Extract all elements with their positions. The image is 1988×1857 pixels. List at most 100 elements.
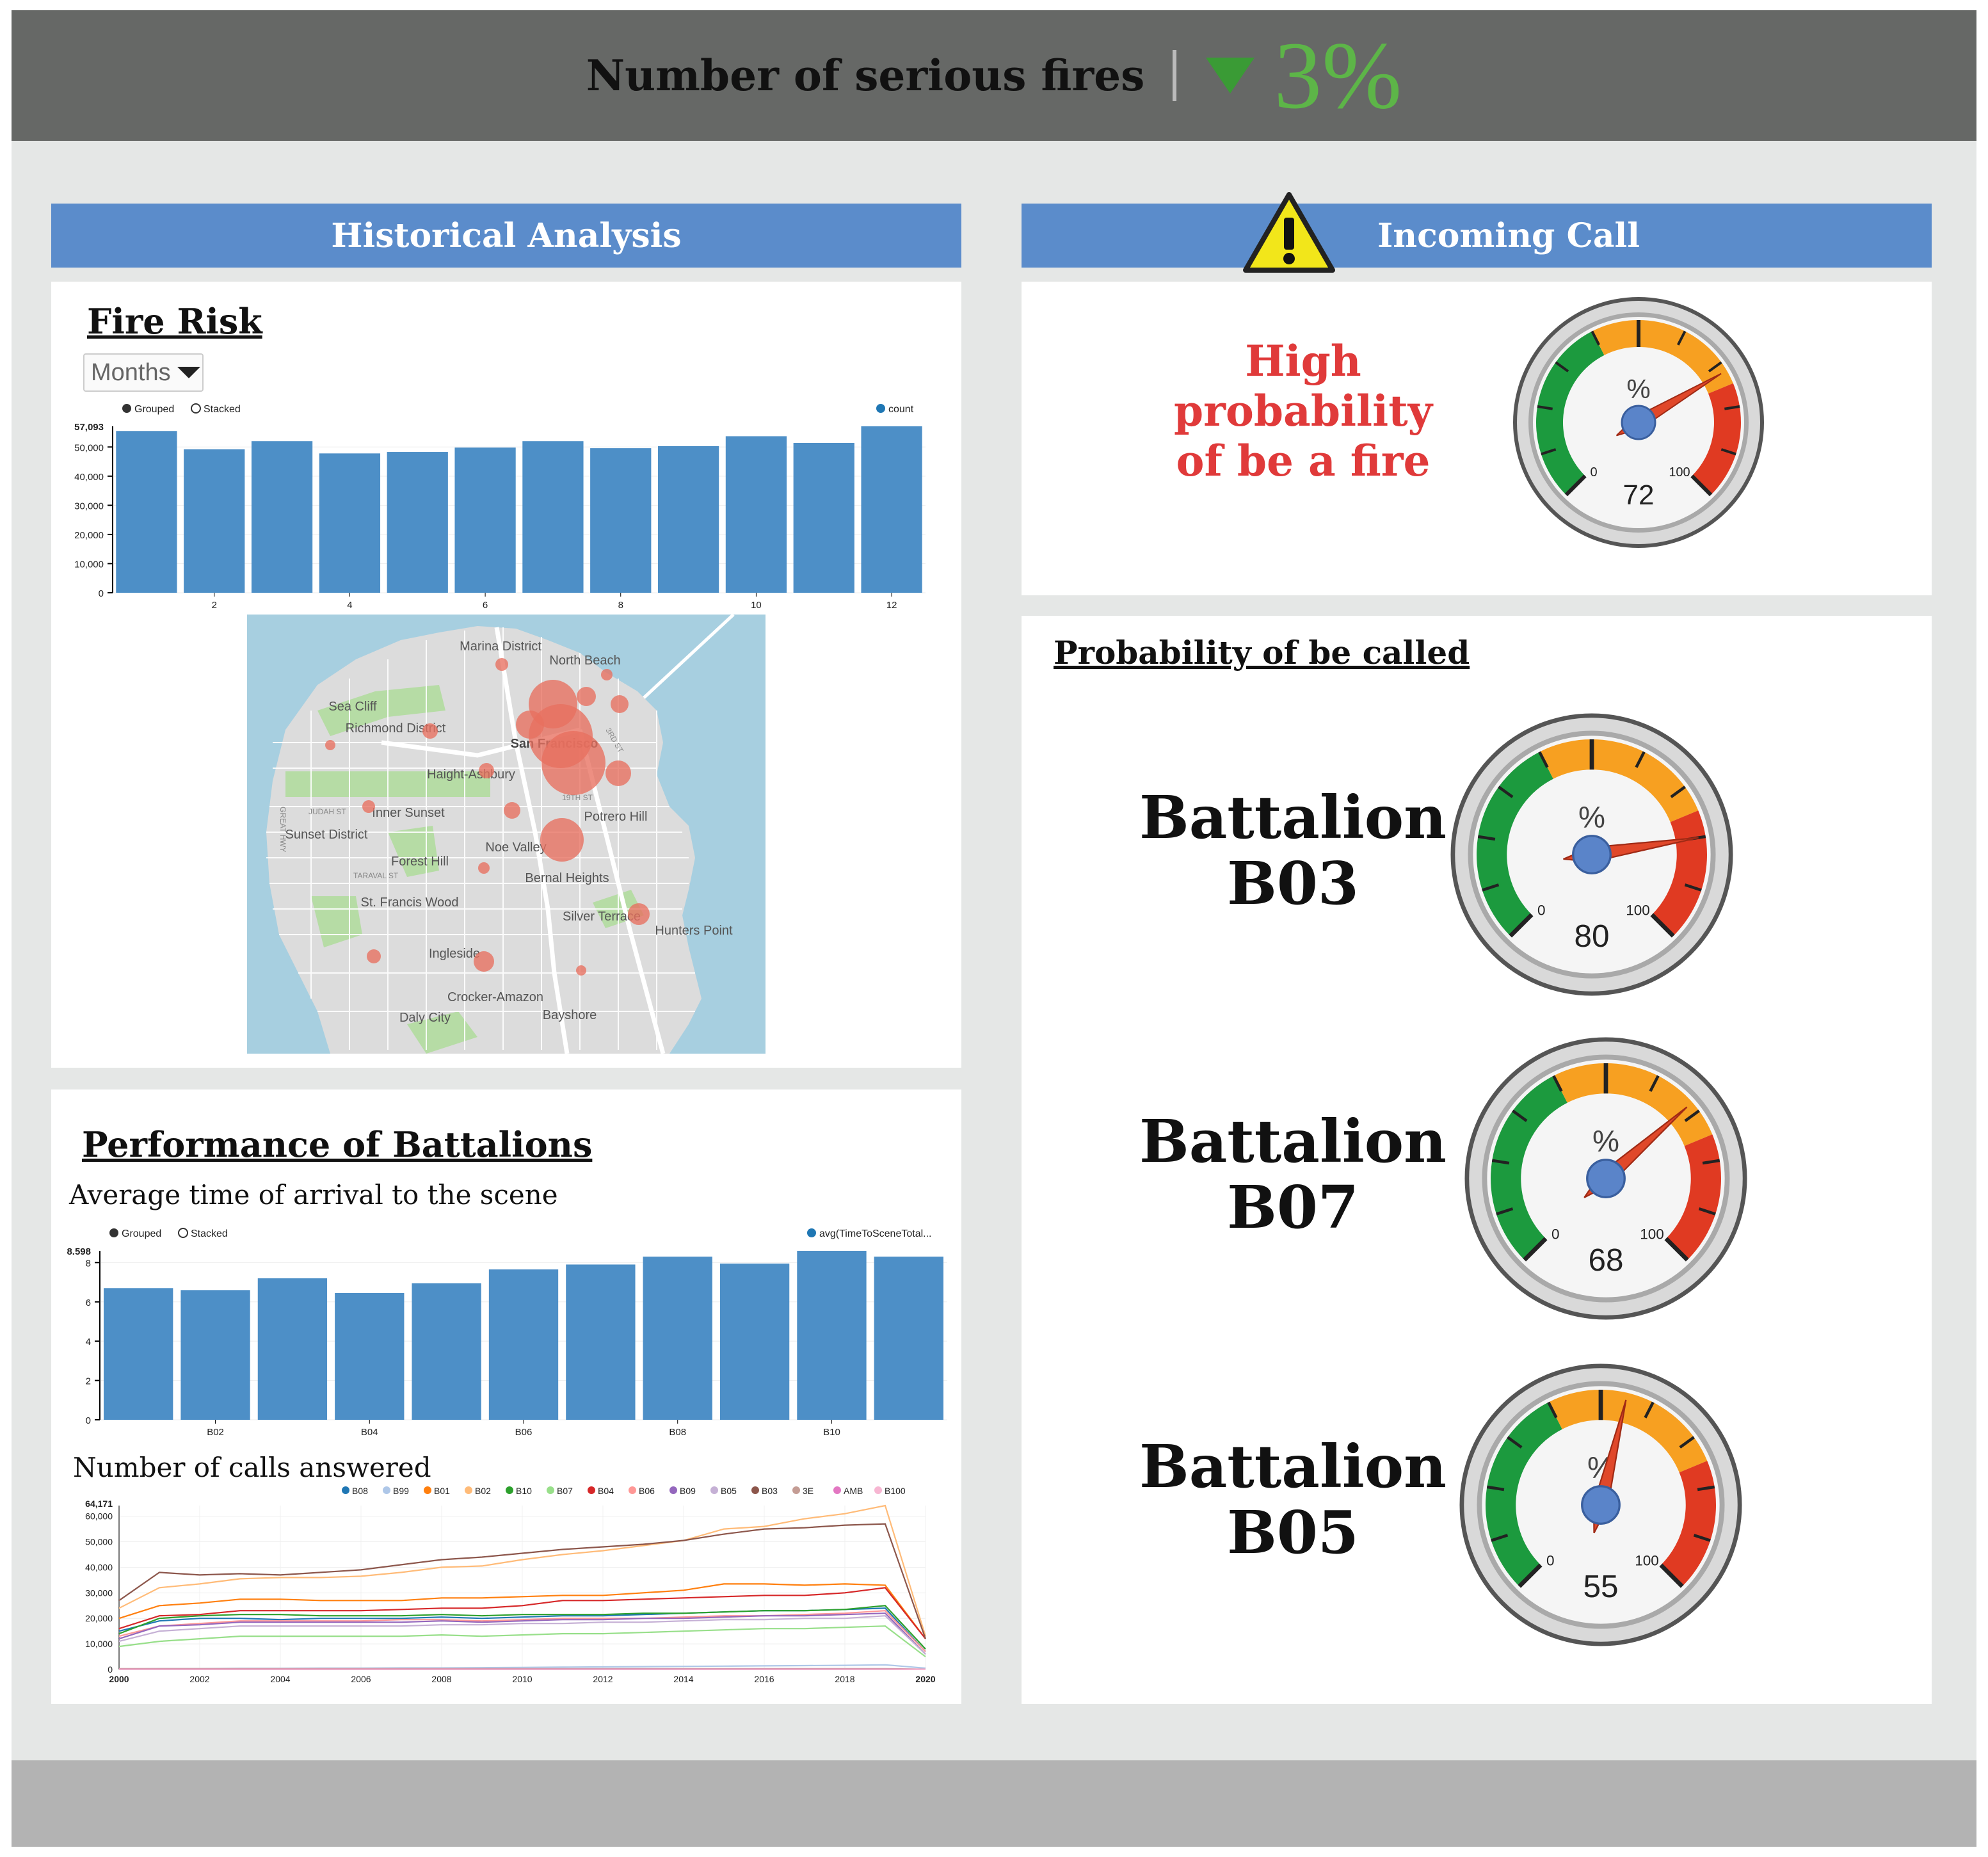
- gauge-tick: [1486, 1485, 1505, 1491]
- y-tick-label: 40,000: [74, 472, 104, 483]
- fire-alert-text: High probability of be a fire: [1130, 336, 1476, 486]
- fire-alert-line-2: probability: [1173, 385, 1433, 436]
- incident-bubble[interactable]: [422, 723, 438, 739]
- down-arrow-icon: [1206, 58, 1255, 93]
- gauge-tick: [1708, 361, 1722, 373]
- gauge-value-label: 80: [1574, 919, 1609, 954]
- fire-risk-bar-chart: Grouped Stacked count 0 10,000 20,000 30,000 40…: [74, 403, 926, 609]
- bar-4: [319, 453, 381, 593]
- legend-label-b07: B07: [557, 1486, 573, 1496]
- gauge-tick: [1644, 1401, 1655, 1419]
- gauge-tick: [1482, 883, 1500, 892]
- series-line-b09: [118, 1612, 926, 1655]
- x-tick-label: 2006: [351, 1674, 371, 1684]
- incident-bubble[interactable]: [474, 951, 494, 972]
- gauge-tick: [1720, 448, 1736, 456]
- footer-bar: [12, 1760, 1976, 1847]
- incident-bubble[interactable]: [478, 862, 490, 874]
- gauge-min-label: 0: [1546, 1553, 1555, 1569]
- legend-label-b10: B10: [516, 1486, 532, 1496]
- battalion-label-line1: Battalion: [1139, 783, 1447, 852]
- legend-grouped-dot: [109, 1228, 118, 1237]
- incident-bubble[interactable]: [601, 669, 613, 680]
- bar-6: [454, 447, 516, 593]
- series-line-b06: [118, 1610, 926, 1652]
- bar-b03: [257, 1278, 328, 1420]
- gauge-tick: [1491, 1159, 1510, 1165]
- legend-dot-b03: [751, 1486, 759, 1494]
- series-line-b02: [118, 1504, 927, 1637]
- gauge-unit-label: %: [1578, 800, 1605, 834]
- incident-bubble[interactable]: [540, 818, 584, 862]
- incident-bubble[interactable]: [611, 695, 629, 713]
- map-label-noe: Noe Valley: [485, 840, 546, 855]
- bar-b07: [566, 1264, 636, 1420]
- gauge-needle-hub: [1572, 835, 1612, 874]
- bar-3: [251, 441, 313, 593]
- map-street-taraval: TARAVAL ST: [353, 871, 399, 880]
- map-street-19th: 19TH ST: [562, 793, 593, 802]
- incident-bubble[interactable]: [504, 802, 520, 819]
- incident-bubble[interactable]: [605, 760, 631, 786]
- gauge-tick: [1635, 751, 1646, 768]
- incident-bubble[interactable]: [367, 949, 381, 963]
- legend-dot-b05: [710, 1486, 718, 1494]
- incident-bubble[interactable]: [576, 965, 586, 976]
- bar-8: [590, 448, 652, 593]
- incident-bubble[interactable]: [628, 903, 650, 925]
- x-tick-label: 2014: [673, 1674, 693, 1684]
- gauge-tick: [1591, 330, 1601, 346]
- legend-stacked-label: Stacked: [191, 1228, 228, 1239]
- incident-bubble[interactable]: [516, 711, 544, 739]
- legend-label-b03: B03: [762, 1486, 778, 1496]
- y-tick-label: 50,000: [74, 442, 104, 453]
- legend-label-amb: AMB: [844, 1486, 863, 1496]
- bar-b05: [412, 1283, 481, 1420]
- gauge-tick: [1564, 474, 1587, 497]
- incident-bubble[interactable]: [362, 800, 375, 813]
- battalion-label-line2: B07: [1227, 1173, 1359, 1242]
- incoming-call-header: Incoming Call: [1022, 204, 1932, 268]
- x-tick-label: 4: [347, 600, 352, 609]
- bar-12: [861, 426, 922, 593]
- gauge-value-label: 55: [1583, 1569, 1618, 1604]
- legend-label-b05: B05: [721, 1486, 737, 1496]
- arrival-subtitle: Average time of arrival to the scene: [69, 1179, 558, 1210]
- x-tick-label: 2018: [835, 1674, 854, 1684]
- map-land: [266, 626, 701, 1054]
- y-tick-label: 60,000: [85, 1511, 113, 1522]
- gauge-needle-hub: [1586, 1159, 1626, 1198]
- gauge-zone-red: [1692, 383, 1741, 495]
- incident-bubble[interactable]: [325, 740, 335, 750]
- bar-b09: [719, 1263, 790, 1420]
- legend-dot-b99: [383, 1486, 390, 1494]
- legend-label-b08: B08: [352, 1486, 368, 1496]
- probability-called-title: Probability of be called: [1054, 634, 1470, 671]
- x-tick-label: 2002: [189, 1674, 209, 1684]
- incident-bubble[interactable]: [577, 687, 596, 706]
- gauge-tick: [1498, 785, 1514, 798]
- gauge-tick: [1496, 1207, 1514, 1216]
- incident-bubble[interactable]: [479, 763, 494, 778]
- gauge-tick: [1541, 448, 1557, 456]
- period-select[interactable]: Months: [83, 353, 204, 392]
- incident-bubble[interactable]: [495, 658, 508, 671]
- legend-label-b99: B99: [393, 1486, 409, 1496]
- x-tick-label: B02: [207, 1427, 224, 1436]
- y-tick-label: 6: [86, 1298, 91, 1308]
- gauge-needle-hub: [1621, 405, 1656, 440]
- gauge-tick: [1555, 361, 1569, 373]
- fire-alert-line-1: High: [1245, 336, 1361, 386]
- y-tick-label: 20,000: [85, 1613, 113, 1623]
- gauge-zone-green: [1536, 331, 1605, 495]
- bar-2: [184, 449, 245, 593]
- incident-bubble[interactable]: [541, 731, 605, 795]
- legend-dot-b01: [424, 1486, 431, 1494]
- gauge-tick: [1477, 835, 1496, 841]
- gauge-zone-red: [1660, 1461, 1716, 1587]
- legend-dot-b06: [629, 1486, 636, 1494]
- bar-b08: [643, 1257, 712, 1420]
- fire-incidents-map[interactable]: Marina District North Beach Sea Cliff Ri…: [247, 615, 766, 1054]
- battalion-b03-gauge: 0 100% 80: [1450, 713, 1733, 996]
- gauge-tick: [1684, 883, 1702, 892]
